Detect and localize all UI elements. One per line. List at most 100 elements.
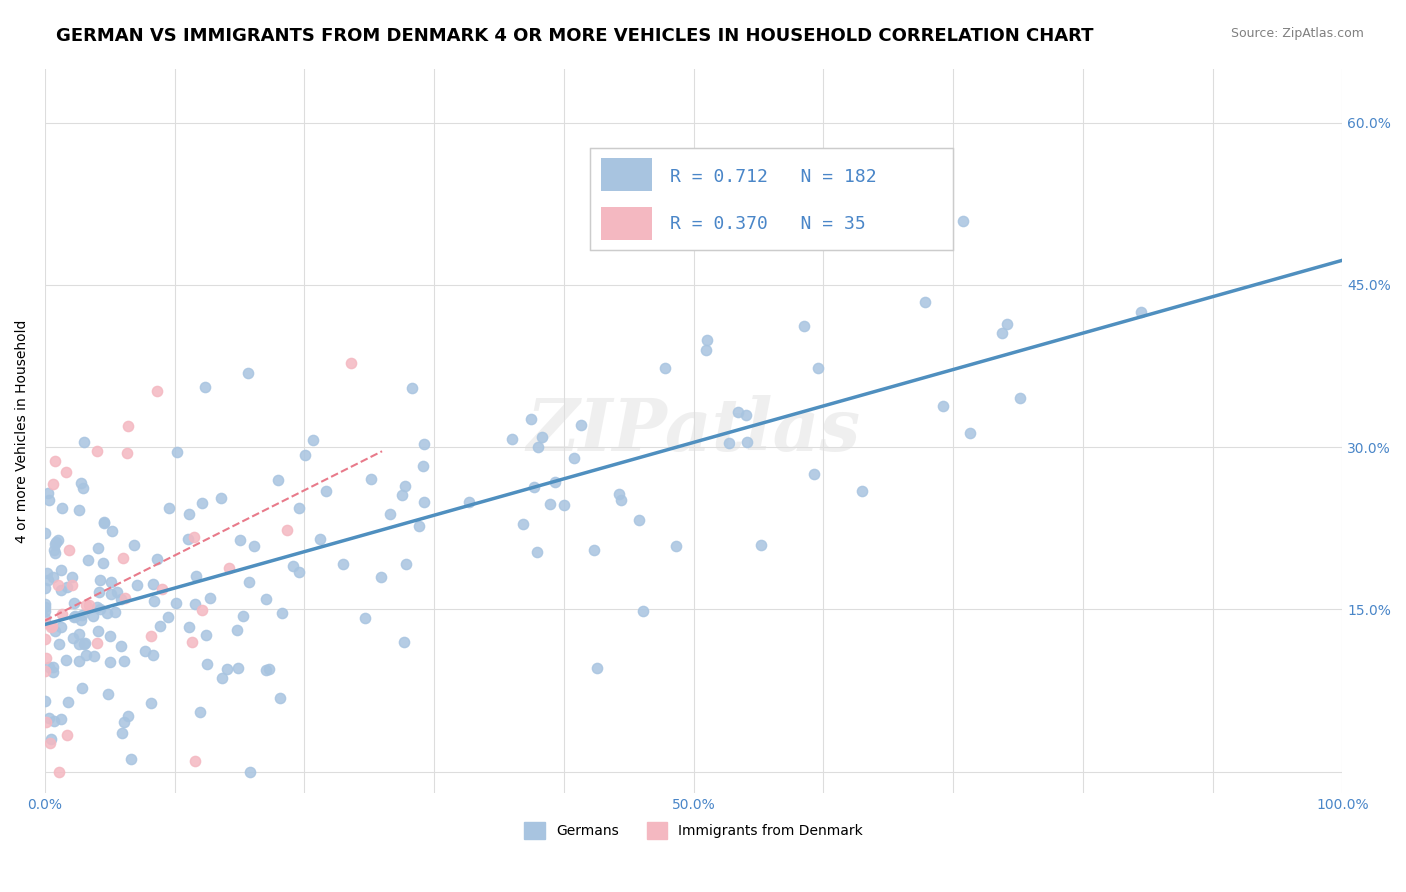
Point [457,495,479,509]
Point [86,636,108,650]
Point [49,563,72,577]
Point [48,764,70,779]
Point [51,712,73,726]
Point [166,444,188,458]
Point [100,587,122,601]
Point [42,660,65,674]
Point [959,425,981,440]
Point [34,604,56,618]
Point [100,655,122,669]
Point [34,632,56,646]
Point [569,417,592,432]
Point [553,498,575,512]
Point [165,596,187,610]
Point [735,434,758,449]
Point [226,661,249,675]
Point [38,492,60,507]
Point [69,627,91,641]
Point [142,577,165,591]
Point [1008,391,1031,405]
Point [41,619,63,633]
Point [72,481,94,495]
Point [100,574,122,589]
Point [56,695,79,709]
Point [42,542,65,557]
Point [607,487,630,501]
Point [141,630,163,644]
Point [55,653,77,667]
Point [243,539,266,553]
Point [48,533,70,547]
Point [124,538,146,552]
Point [44,454,66,468]
Point [654,360,676,375]
Point [914,294,936,309]
Point [309,533,332,547]
Point [412,436,434,450]
Point [225,624,247,638]
Point [38,711,60,725]
Text: Source: ZipAtlas.com: Source: ZipAtlas.com [1230,27,1364,40]
Point [141,696,163,710]
Point [931,399,953,413]
Point [91,556,114,570]
Point [143,593,166,607]
Point [120,752,142,766]
Point [34,616,56,631]
Point [58,542,80,557]
Point [190,602,212,616]
Point [209,491,232,505]
Point [51,607,73,621]
Point [734,408,756,422]
Point [110,591,132,606]
Point [98,629,121,643]
Point [77,553,100,567]
Point [900,169,922,184]
Point [586,661,609,675]
Point [281,559,304,574]
Point [378,507,401,521]
Point [177,532,200,546]
Point [60,570,83,584]
Point [186,569,208,583]
Point [288,501,311,516]
Point [39,736,62,750]
Point [564,451,586,466]
Point [149,619,172,633]
Point [112,654,135,668]
Point [188,705,211,719]
Point [851,484,873,499]
Point [101,524,124,538]
Point [127,578,149,592]
Point [87,541,110,556]
Point [146,384,169,398]
Point [254,663,277,677]
Point [111,726,134,740]
Point [391,487,413,501]
Point [38,660,60,674]
Point [582,542,605,557]
Point [146,551,169,566]
Point [117,708,139,723]
Point [394,478,416,492]
Point [86,444,108,458]
Point [44,714,66,728]
Point [631,604,654,618]
Point [70,613,93,627]
Point [42,569,65,583]
Point [73,637,96,651]
Point [190,496,212,510]
Point [44,624,66,639]
Point [44,537,66,551]
Point [87,585,110,599]
Point [370,570,392,584]
Point [995,317,1018,331]
Point [97,687,120,701]
Point [110,639,132,653]
Point [75,598,97,612]
Point [44,546,66,560]
Point [48,578,70,592]
Point [628,513,651,527]
Point [134,644,156,658]
Point [269,691,291,706]
